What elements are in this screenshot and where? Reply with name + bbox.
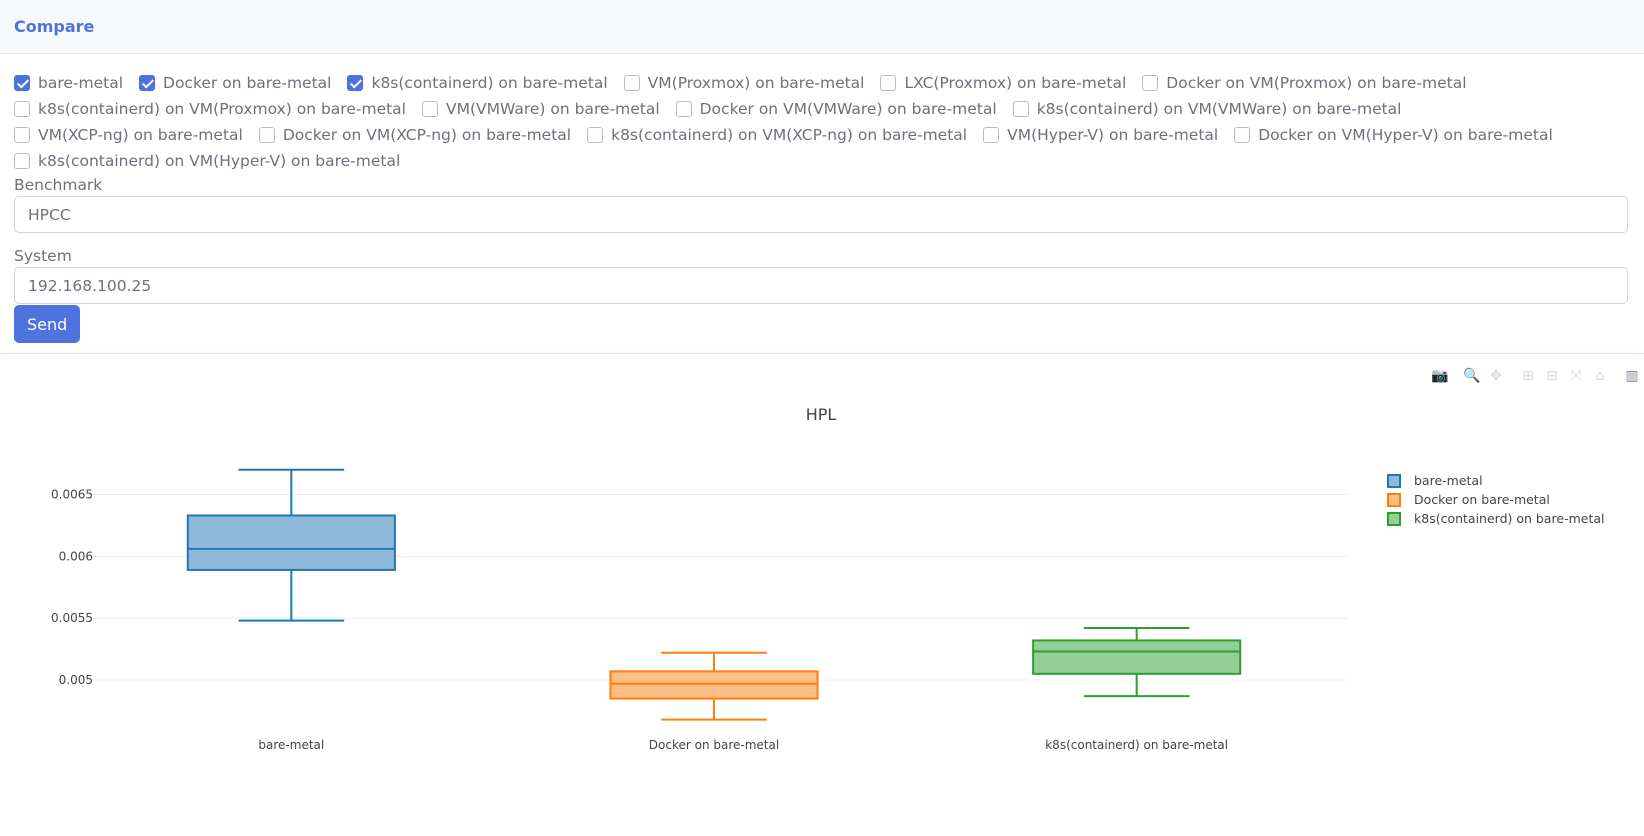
checkbox-unchecked-icon[interactable] xyxy=(14,153,30,169)
platform-label: k8s(containerd) on VM(XCP-ng) on bare-me… xyxy=(611,126,968,144)
checkbox-unchecked-icon[interactable] xyxy=(1234,127,1251,143)
platform-label: k8s(containerd) on VM(VMWare) on bare-me… xyxy=(1036,100,1402,118)
system-label: System xyxy=(14,247,72,265)
chart-modebar: 📷 🔍 ✥ ⊞ ⊟ ⤧ ⌂ ▥ xyxy=(1428,365,1644,387)
checkbox-checked-icon[interactable] xyxy=(14,75,30,91)
checkbox-unchecked-icon[interactable] xyxy=(1012,101,1029,117)
pan-icon[interactable]: ✥ xyxy=(1490,368,1502,384)
legend-swatch xyxy=(1387,474,1401,488)
platform-label: Docker on VM(XCP-ng) on bare-metal xyxy=(282,126,572,144)
checkbox-unchecked-icon[interactable] xyxy=(14,101,30,117)
platform-label: k8s(containerd) on VM(Hyper-V) on bare-m… xyxy=(38,152,401,170)
box-2 xyxy=(1032,627,1242,698)
legend-label: Docker on bare-metal xyxy=(1414,492,1550,507)
platform-checkbox-6[interactable]: k8s(containerd) on VM(Proxmox) on bare-m… xyxy=(14,96,406,122)
checkbox-unchecked-icon[interactable] xyxy=(880,75,897,91)
platform-label: LXC(Proxmox) on bare-metal xyxy=(904,74,1127,92)
platform-label: bare-metal xyxy=(38,74,124,92)
platform-label: Docker on bare-metal xyxy=(163,74,332,92)
divider xyxy=(0,353,1644,354)
platform-checkbox-14[interactable]: Docker on VM(Hyper-V) on bare-metal xyxy=(1234,122,1553,148)
platform-checkbox-15[interactable]: k8s(containerd) on VM(Hyper-V) on bare-m… xyxy=(14,148,400,174)
platform-label: VM(XCP-ng) on bare-metal xyxy=(38,126,243,144)
platform-checkbox-9[interactable]: k8s(containerd) on VM(VMWare) on bare-me… xyxy=(1012,96,1402,122)
platform-checkbox-12[interactable]: k8s(containerd) on VM(XCP-ng) on bare-me… xyxy=(587,122,967,148)
platform-checkbox-3[interactable]: VM(Proxmox) on bare-metal xyxy=(623,70,865,96)
platform-checkbox-7[interactable]: VM(VMWare) on bare-metal xyxy=(422,96,660,122)
legend-label: bare-metal xyxy=(1414,473,1483,488)
legend-swatch xyxy=(1387,493,1401,507)
send-button[interactable]: Send xyxy=(14,305,81,343)
platform-label: VM(VMWare) on bare-metal xyxy=(446,100,660,118)
platform-checkbox-1[interactable]: Docker on bare-metal xyxy=(139,70,331,96)
checkbox-checked-icon[interactable] xyxy=(347,75,364,91)
y-tick-label: 0.006 xyxy=(59,549,93,563)
checkbox-checked-icon[interactable] xyxy=(139,75,156,91)
platform-checkbox-11[interactable]: Docker on VM(XCP-ng) on bare-metal xyxy=(258,122,572,148)
checkbox-unchecked-icon[interactable] xyxy=(422,101,438,117)
platform-label: Docker on VM(Hyper-V) on bare-metal xyxy=(1258,126,1553,144)
plotly-logo-icon[interactable]: ▥ xyxy=(1625,368,1639,384)
platform-checkbox-13[interactable]: VM(Hyper-V) on bare-metal xyxy=(983,122,1218,148)
x-tick-label: bare-metal xyxy=(258,738,324,752)
platform-label: VM(Hyper-V) on bare-metal xyxy=(1007,126,1219,144)
checkbox-unchecked-icon[interactable] xyxy=(587,127,604,143)
box-1 xyxy=(609,651,819,721)
page-title: Compare xyxy=(14,17,95,36)
checkbox-unchecked-icon[interactable] xyxy=(258,127,275,143)
platform-checkbox-2[interactable]: k8s(containerd) on bare-metal xyxy=(347,70,608,96)
zoom-out-icon[interactable]: ⊟ xyxy=(1546,368,1558,384)
platform-checkbox-10[interactable]: VM(XCP-ng) on bare-metal xyxy=(14,122,243,148)
hpl-box-chart: HPL 0.005 0.0055 0.006 0.0065 bare-metal Docke… xyxy=(51,405,1604,752)
y-tick-label: 0.0065 xyxy=(51,487,93,501)
x-tick-label: Docker on bare-metal xyxy=(649,738,779,752)
legend-swatch xyxy=(1387,512,1401,526)
autoscale-icon[interactable]: ⤧ xyxy=(1570,368,1582,384)
platform-checkbox-0[interactable]: bare-metal xyxy=(14,70,123,96)
checkbox-unchecked-icon[interactable] xyxy=(14,127,30,143)
platform-label: Docker on VM(Proxmox) on bare-metal xyxy=(1166,74,1467,92)
x-tick-label: k8s(containerd) on bare-metal xyxy=(1045,738,1228,752)
y-tick-label: 0.0055 xyxy=(51,611,93,625)
reset-axes-icon[interactable]: ⌂ xyxy=(1595,368,1605,384)
platform-checkbox-4[interactable]: LXC(Proxmox) on bare-metal xyxy=(880,70,1126,96)
checkbox-unchecked-icon[interactable] xyxy=(675,101,692,117)
legend-label: k8s(containerd) on bare-metal xyxy=(1414,511,1604,526)
box-0 xyxy=(186,468,396,622)
platform-checkbox-5[interactable]: Docker on VM(Proxmox) on bare-metal xyxy=(1142,70,1467,96)
platform-label: k8s(containerd) on VM(Proxmox) on bare-m… xyxy=(38,100,406,118)
benchmark-label: Benchmark xyxy=(14,176,103,194)
platform-label: VM(Proxmox) on bare-metal xyxy=(647,74,865,92)
compare-form: bare-metal Docker on bare-metal k8s(contai… xyxy=(14,70,1628,343)
system-input[interactable] xyxy=(14,267,1628,304)
checkbox-unchecked-icon[interactable] xyxy=(983,127,1000,143)
platform-checkbox-8[interactable]: Docker on VM(VMWare) on bare-metal xyxy=(675,96,997,122)
platform-label: k8s(containerd) on bare-metal xyxy=(371,74,608,92)
zoom-in-icon[interactable]: ⊞ xyxy=(1522,368,1534,384)
zoom-icon[interactable]: 🔍 xyxy=(1463,368,1481,384)
chart-area: 📷 🔍 ✥ ⊞ ⊟ ⤧ ⌂ ▥ HPL 0.005 0.0055 0.006 0.006… xyxy=(0,355,1644,836)
benchmark-input[interactable] xyxy=(14,196,1628,233)
platform-checkboxes: bare-metal Docker on bare-metal k8s(contai… xyxy=(14,70,1628,174)
box-body xyxy=(1032,639,1242,675)
chart-title: HPL xyxy=(806,405,837,424)
camera-icon[interactable]: 📷 xyxy=(1431,368,1449,384)
top-bar: Compare xyxy=(0,0,1644,54)
box-body xyxy=(609,670,819,700)
platform-label: Docker on VM(VMWare) on bare-metal xyxy=(699,100,997,118)
checkbox-unchecked-icon[interactable] xyxy=(1142,75,1159,91)
y-tick-label: 0.005 xyxy=(59,673,93,687)
checkbox-unchecked-icon[interactable] xyxy=(623,75,640,91)
box-body xyxy=(186,514,396,571)
